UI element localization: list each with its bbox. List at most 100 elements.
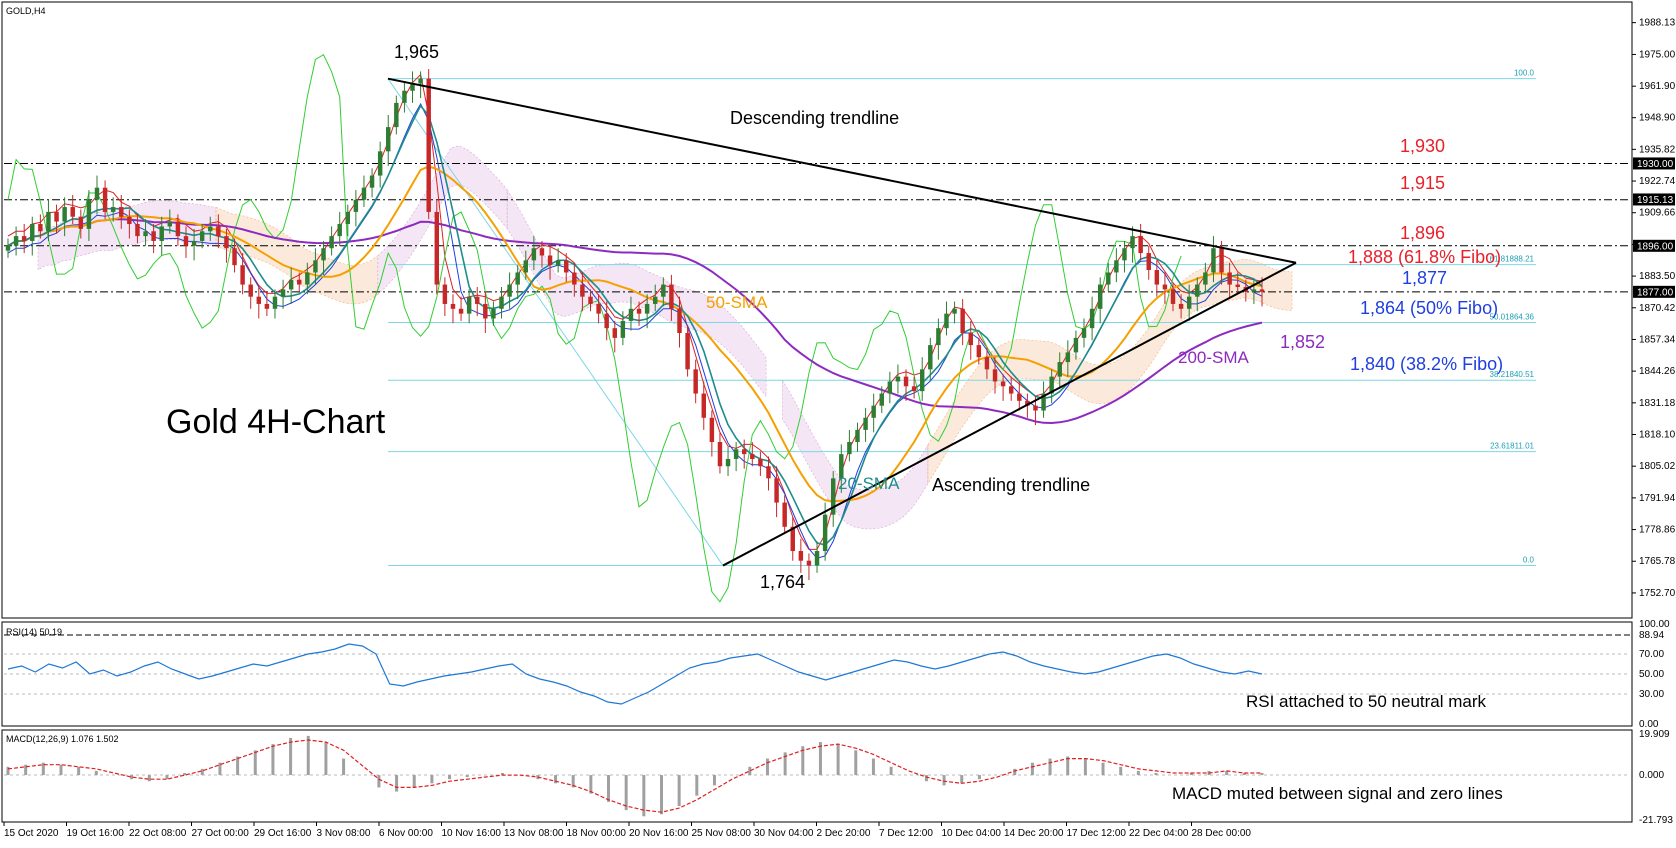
candle-body-127 [1033, 405, 1038, 411]
candle-body-9 [78, 216, 84, 229]
price-tick-label-10: 1857.34 [1639, 334, 1676, 345]
rsi-label: RSI(14) 50.19 [6, 627, 62, 637]
candle-body-131 [1065, 352, 1071, 363]
candle-body-136 [1106, 272, 1111, 285]
candle-body-18 [151, 231, 156, 241]
candle-body-120 [976, 345, 982, 358]
level-1877-label: 1,877 [1402, 268, 1447, 288]
time-tick-label-0: 15 Oct 2020 [4, 828, 59, 839]
level-1840-label: 1,840 (38.2% Fibo) [1350, 354, 1503, 374]
candle-body-33 [272, 296, 278, 309]
candle-body-107 [871, 405, 876, 418]
candle-body-141 [1146, 253, 1151, 271]
candle-body-83 [677, 308, 682, 334]
price-tick-label-16: 1778.86 [1639, 525, 1676, 536]
candle-body-4 [38, 224, 43, 232]
descending-trendline [387, 77, 1297, 264]
price-tick-label-4: 1935.82 [1639, 144, 1676, 155]
candle-body-110 [895, 376, 901, 382]
price-tag-2: 1896.00 [1637, 241, 1674, 252]
candle-body-2 [21, 236, 27, 241]
blue-envelope-line [7, 102, 1263, 559]
candle-body-31 [256, 296, 262, 304]
candle-body-98 [798, 551, 804, 561]
candle-body-10 [86, 199, 92, 229]
candle-body-139 [1130, 236, 1135, 249]
candle-body-145 [1178, 303, 1184, 309]
descending-trendline-label: Descending trendline [730, 108, 899, 128]
rsi-tick-label-3: 50.00 [1639, 669, 1664, 680]
candle-body-43 [353, 199, 359, 212]
candle-body-112 [911, 386, 917, 392]
time-tick-label-17: 17 Dec 12:00 [1067, 828, 1127, 839]
candle-body-82 [669, 284, 674, 309]
time-tick-label-8: 13 Nov 08:00 [504, 828, 564, 839]
level-1896-label: 1,896 [1400, 223, 1445, 243]
candle-body-30 [248, 284, 253, 297]
candle-body-81 [661, 284, 666, 297]
fib-label-100: 100.0 [1514, 69, 1535, 78]
candle-body-99 [806, 560, 812, 566]
price-tag-box-3 [1633, 285, 1675, 298]
candle-body-3 [30, 224, 35, 241]
level-1915-label: 1,915 [1400, 173, 1445, 193]
candle-body-48 [394, 102, 399, 128]
candle-body-49 [402, 90, 407, 103]
macd-panel-frame [1, 729, 1633, 823]
price-tick-label-13: 1818.10 [1639, 430, 1676, 441]
candle-body-25 [208, 226, 213, 232]
price-tick-label-2: 1961.90 [1639, 81, 1676, 92]
price-tag-box-0 [1633, 157, 1675, 170]
candle-body-38 [313, 260, 318, 273]
price-tag-3: 1877.00 [1637, 287, 1674, 298]
time-tick-label-19: 28 Dec 00:00 [1192, 828, 1252, 839]
candle-body-134 [1089, 308, 1095, 329]
candle-body-77 [628, 308, 634, 321]
rsi-note: RSI attached to 50 neutral mark [1246, 692, 1487, 711]
price-tick-label-18: 1752.70 [1639, 588, 1676, 599]
price-tick-label-5: 1922.74 [1639, 176, 1676, 187]
candle-body-137 [1114, 260, 1119, 273]
candle-body-45 [369, 175, 375, 188]
ichimoku-lagging-span [7, 53, 1182, 603]
ascending-trendline [722, 261, 1297, 567]
low-label: 1,764 [760, 572, 805, 592]
candle-body-28 [232, 248, 237, 266]
macd-tick-label-2: -21.793 [1639, 815, 1673, 826]
candle-body-109 [887, 381, 893, 394]
candle-body-87 [709, 417, 715, 443]
candle-body-44 [361, 187, 367, 200]
ichimoku-cloud-4 [782, 379, 929, 530]
candle-body-23 [191, 240, 197, 246]
time-tick-label-5: 3 Nov 08:00 [317, 828, 371, 839]
candle-body-105 [855, 429, 860, 443]
candle-body-117 [952, 308, 957, 314]
candle-body-128 [1041, 393, 1046, 411]
ichimoku-cloud-5 [927, 258, 1293, 485]
candle-body-14 [119, 207, 124, 217]
candle-body-90 [733, 449, 739, 459]
candle-body-94 [766, 466, 771, 479]
candle-body-85 [693, 369, 698, 394]
candle-body-68 [555, 260, 561, 266]
rsi-tick-label-4: 30.00 [1639, 689, 1664, 700]
candle-body-89 [725, 458, 731, 467]
candle-body-32 [264, 303, 270, 309]
rsi-tick-label-1: 88.94 [1639, 630, 1664, 641]
level-1852-label: 1,852 [1280, 332, 1325, 352]
time-tick-label-10: 20 Nov 16:00 [629, 828, 689, 839]
candle-body-151 [1227, 272, 1232, 285]
candle-body-129 [1049, 376, 1054, 394]
candle-body-148 [1203, 272, 1208, 285]
price-tick-label-9: 1870.42 [1639, 303, 1676, 314]
level-1930-label: 1,930 [1400, 136, 1445, 156]
time-tick-label-18: 22 Dec 04:00 [1129, 828, 1189, 839]
candle-body-114 [928, 345, 933, 370]
high-label: 1,965 [394, 42, 439, 62]
candle-body-67 [547, 255, 553, 266]
candle-body-119 [968, 333, 973, 346]
candle-body-27 [224, 236, 229, 249]
macd-note: MACD muted between signal and zero lines [1172, 784, 1503, 803]
time-tick-label-6: 6 Nov 00:00 [379, 828, 433, 839]
